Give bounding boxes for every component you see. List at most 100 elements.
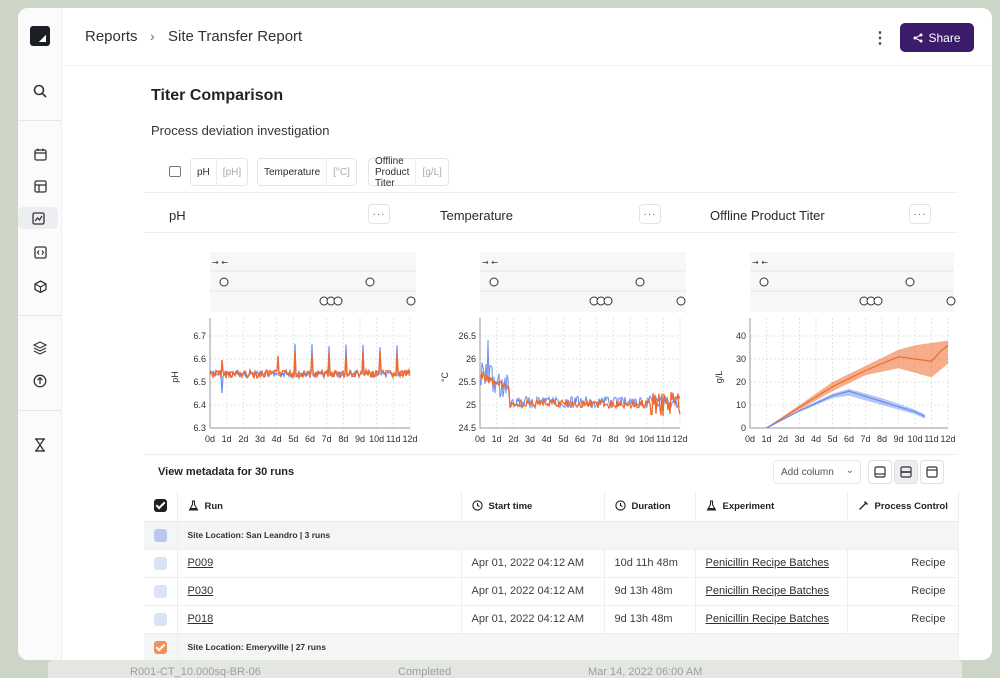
group-checkbox[interactable] bbox=[154, 640, 167, 654]
y-tick-label: 20 bbox=[736, 377, 746, 387]
search-icon[interactable] bbox=[29, 80, 51, 102]
panel-bottom-icon bbox=[874, 466, 886, 478]
y-axis-label: g/L bbox=[714, 371, 724, 384]
chart-icon[interactable] bbox=[18, 207, 58, 229]
panel-more-button[interactable]: ··· bbox=[909, 204, 931, 224]
annotation-lane bbox=[480, 252, 686, 312]
run-link[interactable]: P018 bbox=[187, 613, 214, 625]
x-tick-label: 8d bbox=[608, 434, 618, 444]
event-marker-icon bbox=[603, 296, 613, 306]
chart-settings-icon[interactable] bbox=[169, 166, 181, 177]
column-header-duration[interactable]: Duration bbox=[604, 491, 696, 522]
app-logo[interactable] bbox=[30, 26, 50, 46]
chip-temperature[interactable]: Temperature [°C] bbox=[257, 158, 357, 186]
x-tick-label: 5d bbox=[288, 434, 298, 444]
x-tick-label: 2d bbox=[778, 434, 788, 444]
process-control-cell: Recipe bbox=[847, 577, 959, 606]
group-row-emeryville[interactable]: Site Location: Emeryville | 27 runs bbox=[144, 633, 959, 660]
experiment-link[interactable]: Penicillin Recipe Batches bbox=[705, 585, 830, 597]
series-line-site-a bbox=[766, 390, 926, 429]
group-row-san-leandro[interactable]: Site Location: San Leandro | 3 runs bbox=[144, 521, 959, 550]
view-split-button[interactable] bbox=[894, 460, 918, 484]
table-row[interactable]: P009 Apr 01, 2022 04:12 AM 10d 11h 48m P… bbox=[144, 549, 959, 578]
x-tick-label: 7d bbox=[322, 434, 332, 444]
add-column-select[interactable]: Add column ⌄ bbox=[773, 460, 861, 484]
code-icon[interactable] bbox=[29, 241, 51, 263]
y-axis-label: pH bbox=[170, 371, 180, 383]
annotation-lane bbox=[750, 252, 954, 312]
column-label: Process Control bbox=[874, 500, 948, 512]
column-header-start-time[interactable]: Start time bbox=[461, 491, 605, 522]
share-label: Share bbox=[928, 30, 961, 45]
chip-titer[interactable]: Offline Product Titer [g/L] bbox=[368, 156, 449, 189]
column-header-run[interactable]: Run bbox=[177, 491, 462, 522]
select-all-cell[interactable] bbox=[144, 491, 178, 522]
share-button[interactable]: Share bbox=[900, 23, 974, 52]
series-line-site-b bbox=[479, 370, 681, 417]
breadcrumb-reports[interactable]: Reports bbox=[85, 28, 138, 45]
row-checkbox[interactable] bbox=[154, 612, 167, 626]
event-marker-icon bbox=[219, 277, 229, 287]
chip-ph[interactable]: pH [pH] bbox=[190, 158, 249, 186]
start-time-cell: Apr 01, 2022 04:12 AM bbox=[461, 549, 605, 578]
panel-more-button[interactable]: ··· bbox=[639, 204, 661, 224]
row-checkbox[interactable] bbox=[154, 584, 167, 598]
titer-chart[interactable]: → ← 0d 1d 2d 3d 4d 5d 6d 7d 8d 9d 10d 11d 12d 40 30 20 10… bbox=[688, 238, 962, 448]
x-tick-label: 0d bbox=[205, 434, 215, 444]
y-tick-label: 0 bbox=[741, 423, 746, 433]
x-tick-label: 2d bbox=[238, 434, 248, 444]
table-header-row: Run Start time Duration Experiment Proce… bbox=[144, 491, 959, 522]
y-tick-label: 6.3 bbox=[193, 423, 206, 433]
view-full-button[interactable] bbox=[920, 460, 944, 484]
table-icon[interactable] bbox=[29, 175, 51, 197]
hourglass-icon[interactable] bbox=[29, 434, 51, 456]
ph-chart[interactable]: → ← 0d 1d 2d 3d 4d 5d 6d 7d 8d 9d 10d 11d 12d 6.7 6.6 6.… bbox=[148, 238, 418, 448]
x-tick-label: 5d bbox=[827, 434, 837, 444]
flask-icon bbox=[188, 500, 198, 511]
y-tick-label: 6.4 bbox=[193, 400, 206, 410]
x-tick-label: 4d bbox=[542, 434, 552, 444]
experiment-link[interactable]: Penicillin Recipe Batches bbox=[705, 557, 830, 569]
table-row[interactable]: P030 Apr 01, 2022 04:12 AM 9d 13h 48m Pe… bbox=[144, 577, 959, 606]
y-tick-label: 6.6 bbox=[193, 354, 206, 364]
view-compact-button[interactable] bbox=[868, 460, 892, 484]
page-subtitle: Process deviation investigation bbox=[151, 123, 330, 138]
x-tick-label: 1d bbox=[761, 434, 771, 444]
duration-cell: 9d 13h 48m bbox=[604, 605, 696, 634]
metadata-title: View metadata for 30 runs bbox=[158, 466, 295, 478]
experiment-link[interactable]: Penicillin Recipe Batches bbox=[705, 613, 830, 625]
range-marker-icon: → ← bbox=[212, 258, 228, 267]
x-tick-label: 12d bbox=[402, 434, 417, 444]
x-tick-label: 0d bbox=[745, 434, 755, 444]
run-link[interactable]: P030 bbox=[187, 585, 214, 597]
x-tick-label: 6d bbox=[575, 434, 585, 444]
chip-label: Temperature bbox=[264, 166, 321, 178]
x-tick-label: 1d bbox=[222, 434, 232, 444]
series-line-site-a bbox=[479, 339, 681, 409]
series-band-site-b bbox=[766, 340, 948, 428]
calendar-icon[interactable] bbox=[29, 143, 51, 165]
bg-row-name: R001-CT_10.000sq-BR-06 bbox=[130, 666, 261, 678]
upload-icon[interactable] bbox=[29, 370, 51, 392]
event-marker-icon bbox=[333, 296, 343, 306]
group-checkbox[interactable] bbox=[154, 528, 167, 542]
chevron-right-icon: › bbox=[150, 28, 155, 44]
y-axis-label: °C bbox=[440, 371, 450, 382]
cube-icon[interactable] bbox=[29, 275, 51, 297]
x-tick-label: 10d bbox=[907, 434, 922, 444]
column-header-process-control[interactable]: Process Control bbox=[847, 491, 959, 522]
clock-icon bbox=[614, 500, 626, 511]
background-table-row: R001-CT_10.000sq-BR-06 Completed Mar 14,… bbox=[48, 660, 962, 678]
layers-icon[interactable] bbox=[29, 337, 51, 359]
x-tick-label: 8d bbox=[338, 434, 348, 444]
series-line-site-b bbox=[209, 351, 411, 381]
table-row[interactable]: P018 Apr 01, 2022 04:12 AM 9d 13h 48m Pe… bbox=[144, 605, 959, 634]
run-link[interactable]: P009 bbox=[187, 557, 214, 569]
chip-unit: [g/L] bbox=[415, 159, 442, 185]
select-all-checkbox[interactable] bbox=[154, 499, 167, 513]
panel-more-button[interactable]: ··· bbox=[368, 204, 390, 224]
temperature-chart[interactable]: → ← 0d 1d 2d 3d 4d 5d 6d 7d 8d 9d 10d 11d 12d 26.5 26 25… bbox=[418, 238, 688, 448]
row-checkbox[interactable] bbox=[154, 556, 167, 570]
column-header-experiment[interactable]: Experiment bbox=[695, 491, 848, 522]
more-options-icon[interactable]: ⋮ bbox=[872, 30, 888, 47]
